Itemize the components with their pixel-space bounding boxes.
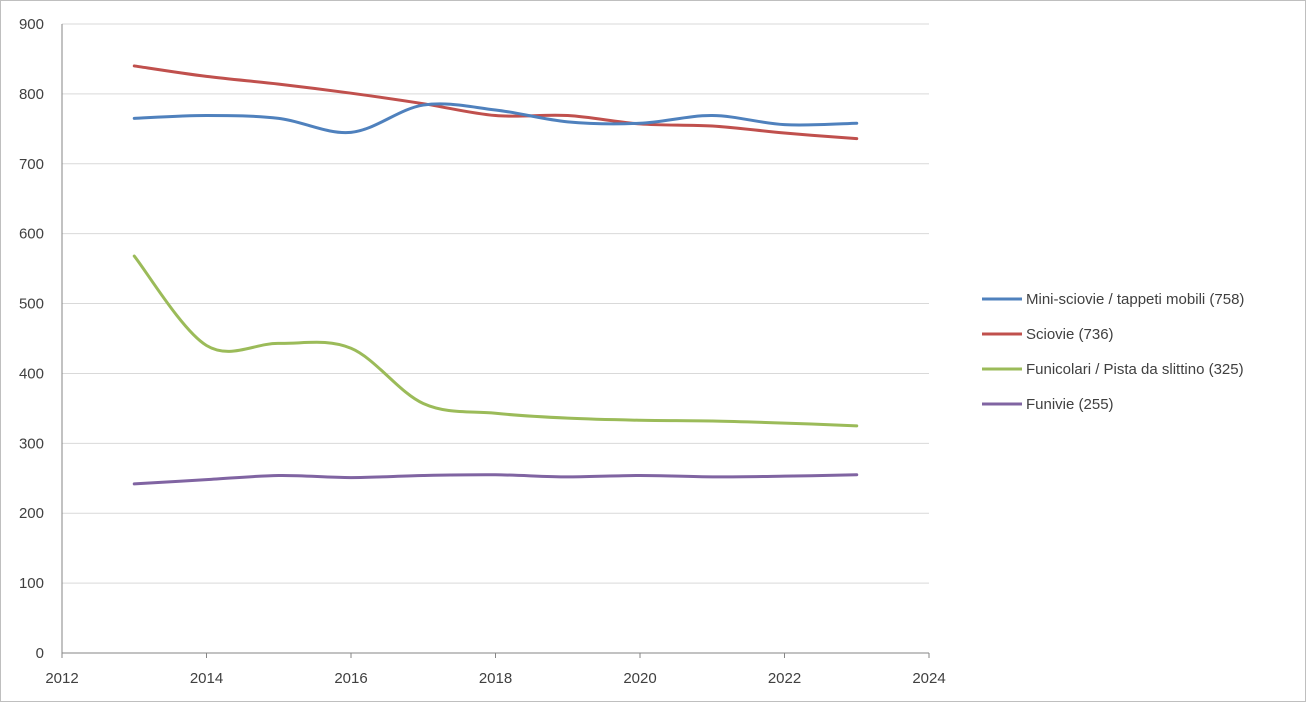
legend-item-funivie: Funivie (255) [982,396,1114,413]
series-line-funicolari [132,254,859,428]
gridlines [62,23,929,584]
x-tick-label: 2020 [623,670,656,687]
x-tick-label: 2014 [190,670,223,687]
y-tick-label: 600 [19,226,44,243]
legend: Mini-sciovie / tappeti mobili (758) Sciov… [982,291,1244,413]
legend-label: Sciovie (736) [1026,326,1114,343]
legend-label: Funivie (255) [1026,396,1114,413]
y-tick-label: 300 [19,435,44,452]
legend-item-sciovie: Sciovie (736) [982,326,1114,343]
y-tick-label: 500 [19,296,44,313]
series-lines [132,64,859,486]
series-line-mini-sciovie [132,102,859,135]
y-tick-label: 800 [19,86,44,103]
x-tick-label: 2018 [479,670,512,687]
x-tick-label: 2022 [768,670,801,687]
axes: 0 100 200 300 400 500 600 700 800 900 2012 2014 2016… [19,16,946,687]
legend-label: Mini-sciovie / tappeti mobili (758) [1026,291,1244,308]
legend-label: Funicolari / Pista da slittino (325) [1026,361,1244,378]
legend-item-mini-sciovie: Mini-sciovie / tappeti mobili (758) [982,291,1244,308]
x-tick-label: 2012 [45,670,78,687]
y-tick-label: 700 [19,156,44,173]
y-tick-label: 400 [19,365,44,382]
x-tick-label: 2024 [912,670,945,687]
series-line-funivie [132,473,859,486]
x-tick-label: 2016 [334,670,367,687]
y-tick-label: 200 [19,505,44,522]
y-tick-label: 0 [36,645,44,662]
y-tick-label: 100 [19,575,44,592]
y-tick-label: 900 [19,16,44,33]
series-line-sciovie [132,64,859,141]
legend-item-funicolari: Funicolari / Pista da slittino (325) [982,361,1244,378]
